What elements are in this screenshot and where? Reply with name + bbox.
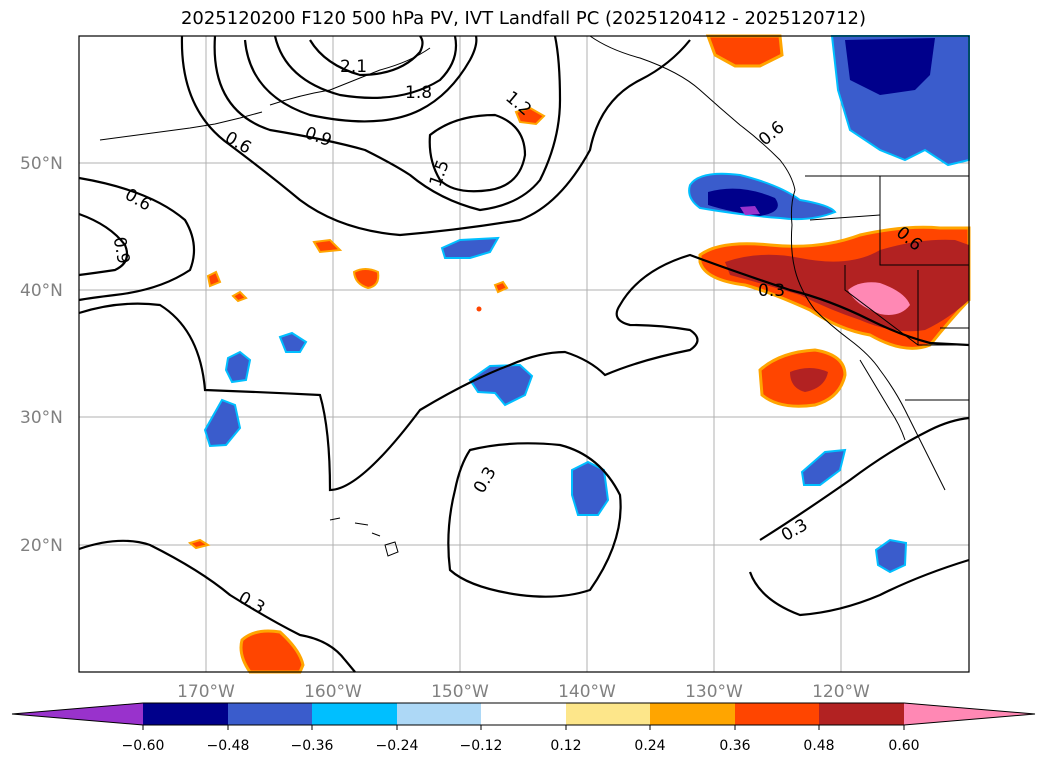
state-border-2: [809, 214, 881, 221]
contour-0.6-w: [78, 176, 196, 302]
ivt-positive-regions: [187, 34, 971, 674]
lat-label: 40°N: [20, 281, 63, 301]
contour-1.5-closed: [428, 113, 527, 193]
contour-0.9-w: [78, 212, 129, 277]
ivt-region-baja-core: [790, 368, 828, 392]
contour-label: 2.1: [340, 57, 367, 77]
coastlines: [99, 35, 969, 557]
colorbar-ticks: [142, 725, 905, 730]
ivt-region-wa-purple: [740, 206, 760, 215]
ivt-region-g: [800, 448, 847, 486]
contour-2.1: [309, 35, 424, 77]
hawaii: [329, 517, 399, 557]
colorbar-segment: [143, 703, 228, 725]
colorbar-tick-label: −0.36: [291, 738, 334, 754]
ivt-region-a: [440, 236, 500, 259]
lat-labels: 50°N 40°N 30°N 20°N: [20, 154, 63, 556]
lat-label: 20°N: [20, 536, 63, 556]
colorbar-tick-label: 0.12: [550, 738, 581, 754]
colorbar-tick-label: 0.24: [634, 738, 665, 754]
colorbar-max-extension: [904, 703, 1035, 725]
contour-label: 0.9: [109, 235, 133, 265]
colorbar-segment: [312, 703, 397, 725]
ivt-region-s6: [493, 280, 509, 294]
ivt-region-s3: [514, 106, 546, 126]
colorbar-min-extension: [12, 703, 143, 725]
contour-1.8: [273, 35, 458, 99]
ivt-region-s2: [312, 238, 343, 254]
contour-0.6: [180, 35, 691, 237]
ivt-region-e: [203, 398, 242, 448]
colorbar-segment: [650, 703, 735, 725]
map-frame: [78, 35, 970, 673]
aleutians: [99, 111, 263, 141]
ivt-region-ca-core: [725, 239, 969, 332]
ivt-region-wa-core: [708, 188, 778, 216]
ivt-region-d: [224, 350, 252, 384]
colorbar-segment: [819, 703, 904, 725]
ivt-region-s5: [231, 290, 248, 303]
ivt-region-f: [571, 460, 610, 516]
contour-0.3-south: [447, 442, 622, 598]
pv-contours: [78, 35, 970, 673]
lon-label: 170°W: [177, 682, 235, 702]
lat-label: 30°N: [20, 408, 63, 428]
colorbar-tick-label: 0.48: [803, 738, 834, 754]
colorbar-segment: [397, 703, 481, 725]
ivt-region-c: [278, 331, 308, 353]
ivt-region-nw-core: [845, 38, 935, 95]
contour-0.9: [213, 35, 562, 212]
na-west-coast: [790, 189, 946, 491]
colorbar-tick-label: −0.60: [122, 738, 165, 754]
colorbar-tick-label: 0.60: [888, 738, 919, 754]
lon-labels: 170°W 160°W 150°W 140°W 130°W 120°W: [177, 682, 870, 702]
contour-0.3-main: [78, 253, 970, 492]
ivt-region-ca-pink: [848, 282, 910, 315]
ivt-negative-regions: [203, 35, 970, 574]
alaska-coast: [269, 35, 796, 191]
contour-label: 0.3: [758, 281, 785, 301]
colorbar: −0.60 −0.48 −0.36 −0.24 −0.12 0.12 0.24 …: [11, 702, 1036, 754]
colorbar-tick-label: −0.12: [460, 738, 503, 754]
colorbar-segment: [566, 703, 650, 725]
colorbar-tick-label: −0.24: [376, 738, 419, 754]
map-title: 2025120200 F120 500 hPa PV, IVT Landfall…: [180, 8, 867, 29]
colorbar-segment: [481, 703, 566, 725]
lon-label: 150°W: [431, 682, 489, 702]
colorbar-segment: [735, 703, 819, 725]
ivt-region-s8: [476, 306, 482, 312]
ivt-region-sw: [239, 629, 305, 674]
ivt-region-h: [874, 538, 908, 574]
ivt-region-s1: [352, 268, 380, 290]
state-border-1: [879, 176, 969, 266]
lon-label: 130°W: [685, 682, 743, 702]
colorbar-tick-label: 0.36: [719, 738, 750, 754]
lon-label: 120°W: [812, 682, 870, 702]
baja: [859, 359, 906, 441]
state-border-3: [844, 265, 919, 346]
colorbar-segment: [228, 703, 312, 725]
ivt-region-s7: [187, 538, 211, 550]
ivt-region-s4: [206, 270, 222, 288]
contour-label: 1.8: [405, 83, 432, 103]
lon-label: 140°W: [558, 682, 616, 702]
lon-label: 160°W: [304, 682, 362, 702]
contour-0.3-se: [748, 416, 970, 617]
contour-1.5-outer: [243, 35, 478, 123]
lat-label: 50°N: [20, 154, 63, 174]
colorbar-tick-label: −0.48: [207, 738, 250, 754]
contour-0.3-sw: [78, 539, 356, 673]
